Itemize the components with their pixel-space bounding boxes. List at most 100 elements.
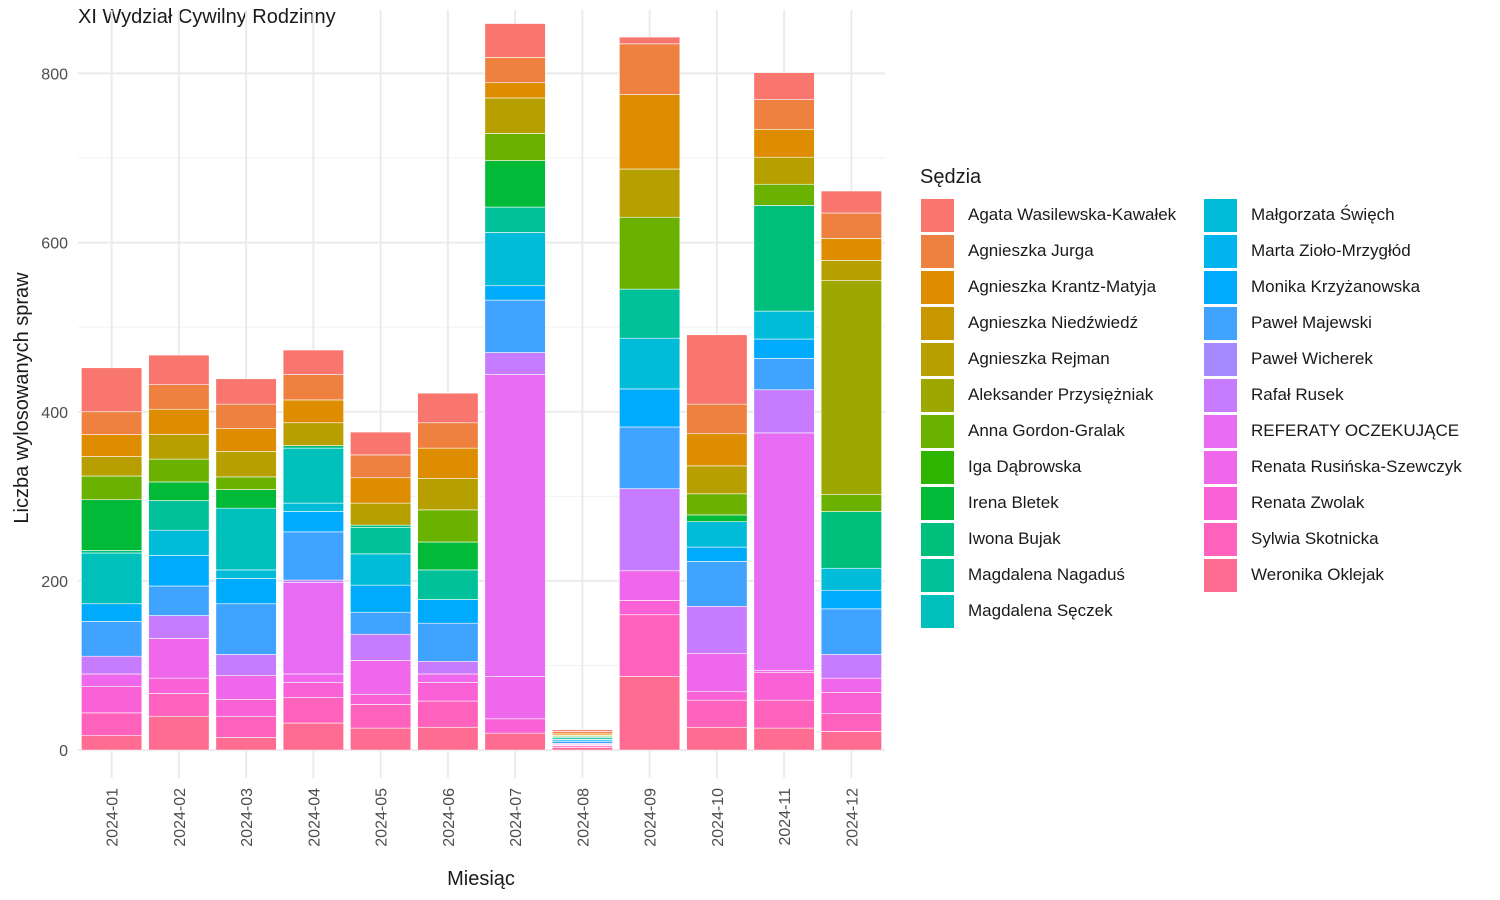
bar-segment [81,735,143,751]
legend-item: Agnieszka Rejman [921,341,1110,377]
bar-segment [148,677,210,694]
bar-segment [417,541,479,571]
legend-item: Magdalena Nagaduś [921,557,1125,593]
bar-segment [417,447,479,479]
bar-segment [148,529,210,556]
legend-swatch [921,234,954,268]
bar-segment [282,673,344,683]
legend-swatch [921,378,954,412]
bar-segment [282,445,344,449]
bar-segment [619,337,681,390]
bar-segment [417,569,479,600]
bar-segment [686,334,748,405]
bar-segment [350,584,412,613]
bar-segment [215,378,277,405]
x-tick-label: 2024-08 [575,788,592,847]
bar-segment [753,432,815,671]
bar-segment [148,408,210,435]
x-tick-label: 2024-03 [239,788,256,847]
bar-segment [686,699,748,728]
legend-label: Agnieszka Krantz-Matyja [968,277,1157,296]
x-tick-label: 2024-05 [374,788,391,847]
legend-label: Renata Rusińska-Szewczyk [1251,457,1462,476]
legend-item: Monika Krzyżanowska [1204,269,1420,305]
bar-segment [81,475,143,501]
legend-item: REFERATY OCZEKUJĄCE [1204,413,1459,449]
y-tick-label: 800 [41,66,68,83]
bar-segment [282,582,344,675]
legend-label: Magdalena Sęczek [968,601,1113,620]
legend-swatch [921,414,954,448]
bar-segment [417,673,479,683]
legend-item: Małgorzata Święch [1204,197,1395,233]
legend-item: Marta Zioło-Mrzygłód [1204,233,1411,269]
bar-segment [282,697,344,724]
legend-item: Agnieszka Jurga [921,233,1094,269]
axis-layer: 0 200 400 600 800 2024-01 2024-02 2024-03 2024-0… [41,66,861,846]
legend-label: Agnieszka Jurga [968,241,1094,260]
bar-segment [148,585,210,616]
y-tick-label: 400 [41,405,68,422]
bar-segment [820,238,882,261]
bar-segment [350,527,412,555]
bar-segment [81,673,143,687]
bar-segment [148,555,210,587]
bar-segment [81,621,143,657]
bar-segment [686,561,748,607]
x-tick-label: 2024-09 [643,788,660,847]
legend-item: Irena Bletek [921,485,1059,521]
legend-swatch [921,486,954,520]
bar-segment [350,553,412,586]
bar-segment [484,133,546,161]
bar-segment [820,260,882,281]
bar-segment [148,615,210,639]
bar-segment [81,655,143,675]
bars-layer [81,23,882,751]
legend-swatch [1204,342,1237,376]
bar-segment [350,704,412,729]
bar-segment [148,384,210,410]
legend-item: Sylwia Skotnicka [1204,521,1379,557]
bar-segment [820,589,882,610]
bar-segment [81,411,143,435]
bar-segment [820,511,882,569]
legend-item: Magdalena Sęczek [921,593,1113,629]
bar-segment [753,699,815,729]
legend-swatch [921,198,954,232]
bar-segment [484,160,546,208]
legend-label: Rafał Rusek [1251,385,1344,404]
bar-segment [81,499,143,551]
bar-segment [820,731,882,751]
legend-swatch [1204,414,1237,448]
bar-segment [417,599,479,624]
bar-segment [282,682,344,698]
legend-item: Renata Rusińska-Szewczyk [1204,449,1462,485]
legend-item: Weronika Oklejak [1204,557,1384,593]
bar-segment [820,713,882,732]
bar-segment [282,722,344,751]
bar-segment [686,726,748,751]
bar-segment [81,686,143,714]
bar-segment [686,403,748,435]
bar-segment [215,603,277,655]
legend-swatch [1204,450,1237,484]
legend-item: Agnieszka Krantz-Matyja [921,269,1156,305]
bar-segment [753,310,815,340]
y-tick-label: 0 [59,743,68,760]
bar-segment [619,216,681,290]
bar-segment [619,94,681,170]
legend-label: Agnieszka Niedźwiedź [968,313,1139,332]
bar-segment [484,374,546,677]
bar-segment [81,712,143,737]
bar-segment [619,43,681,95]
bar-segment [551,729,613,732]
legend-swatch [921,306,954,340]
legend-title: Sędzia [920,166,982,188]
bar-segment [484,82,546,99]
legend-label: REFERATY OCZEKUJĄCE [1251,421,1460,440]
bar-segment [81,603,143,622]
bar-segment [350,477,412,504]
bar-segment [619,488,681,572]
bar-segment [753,183,815,206]
bar-segment [215,476,277,490]
